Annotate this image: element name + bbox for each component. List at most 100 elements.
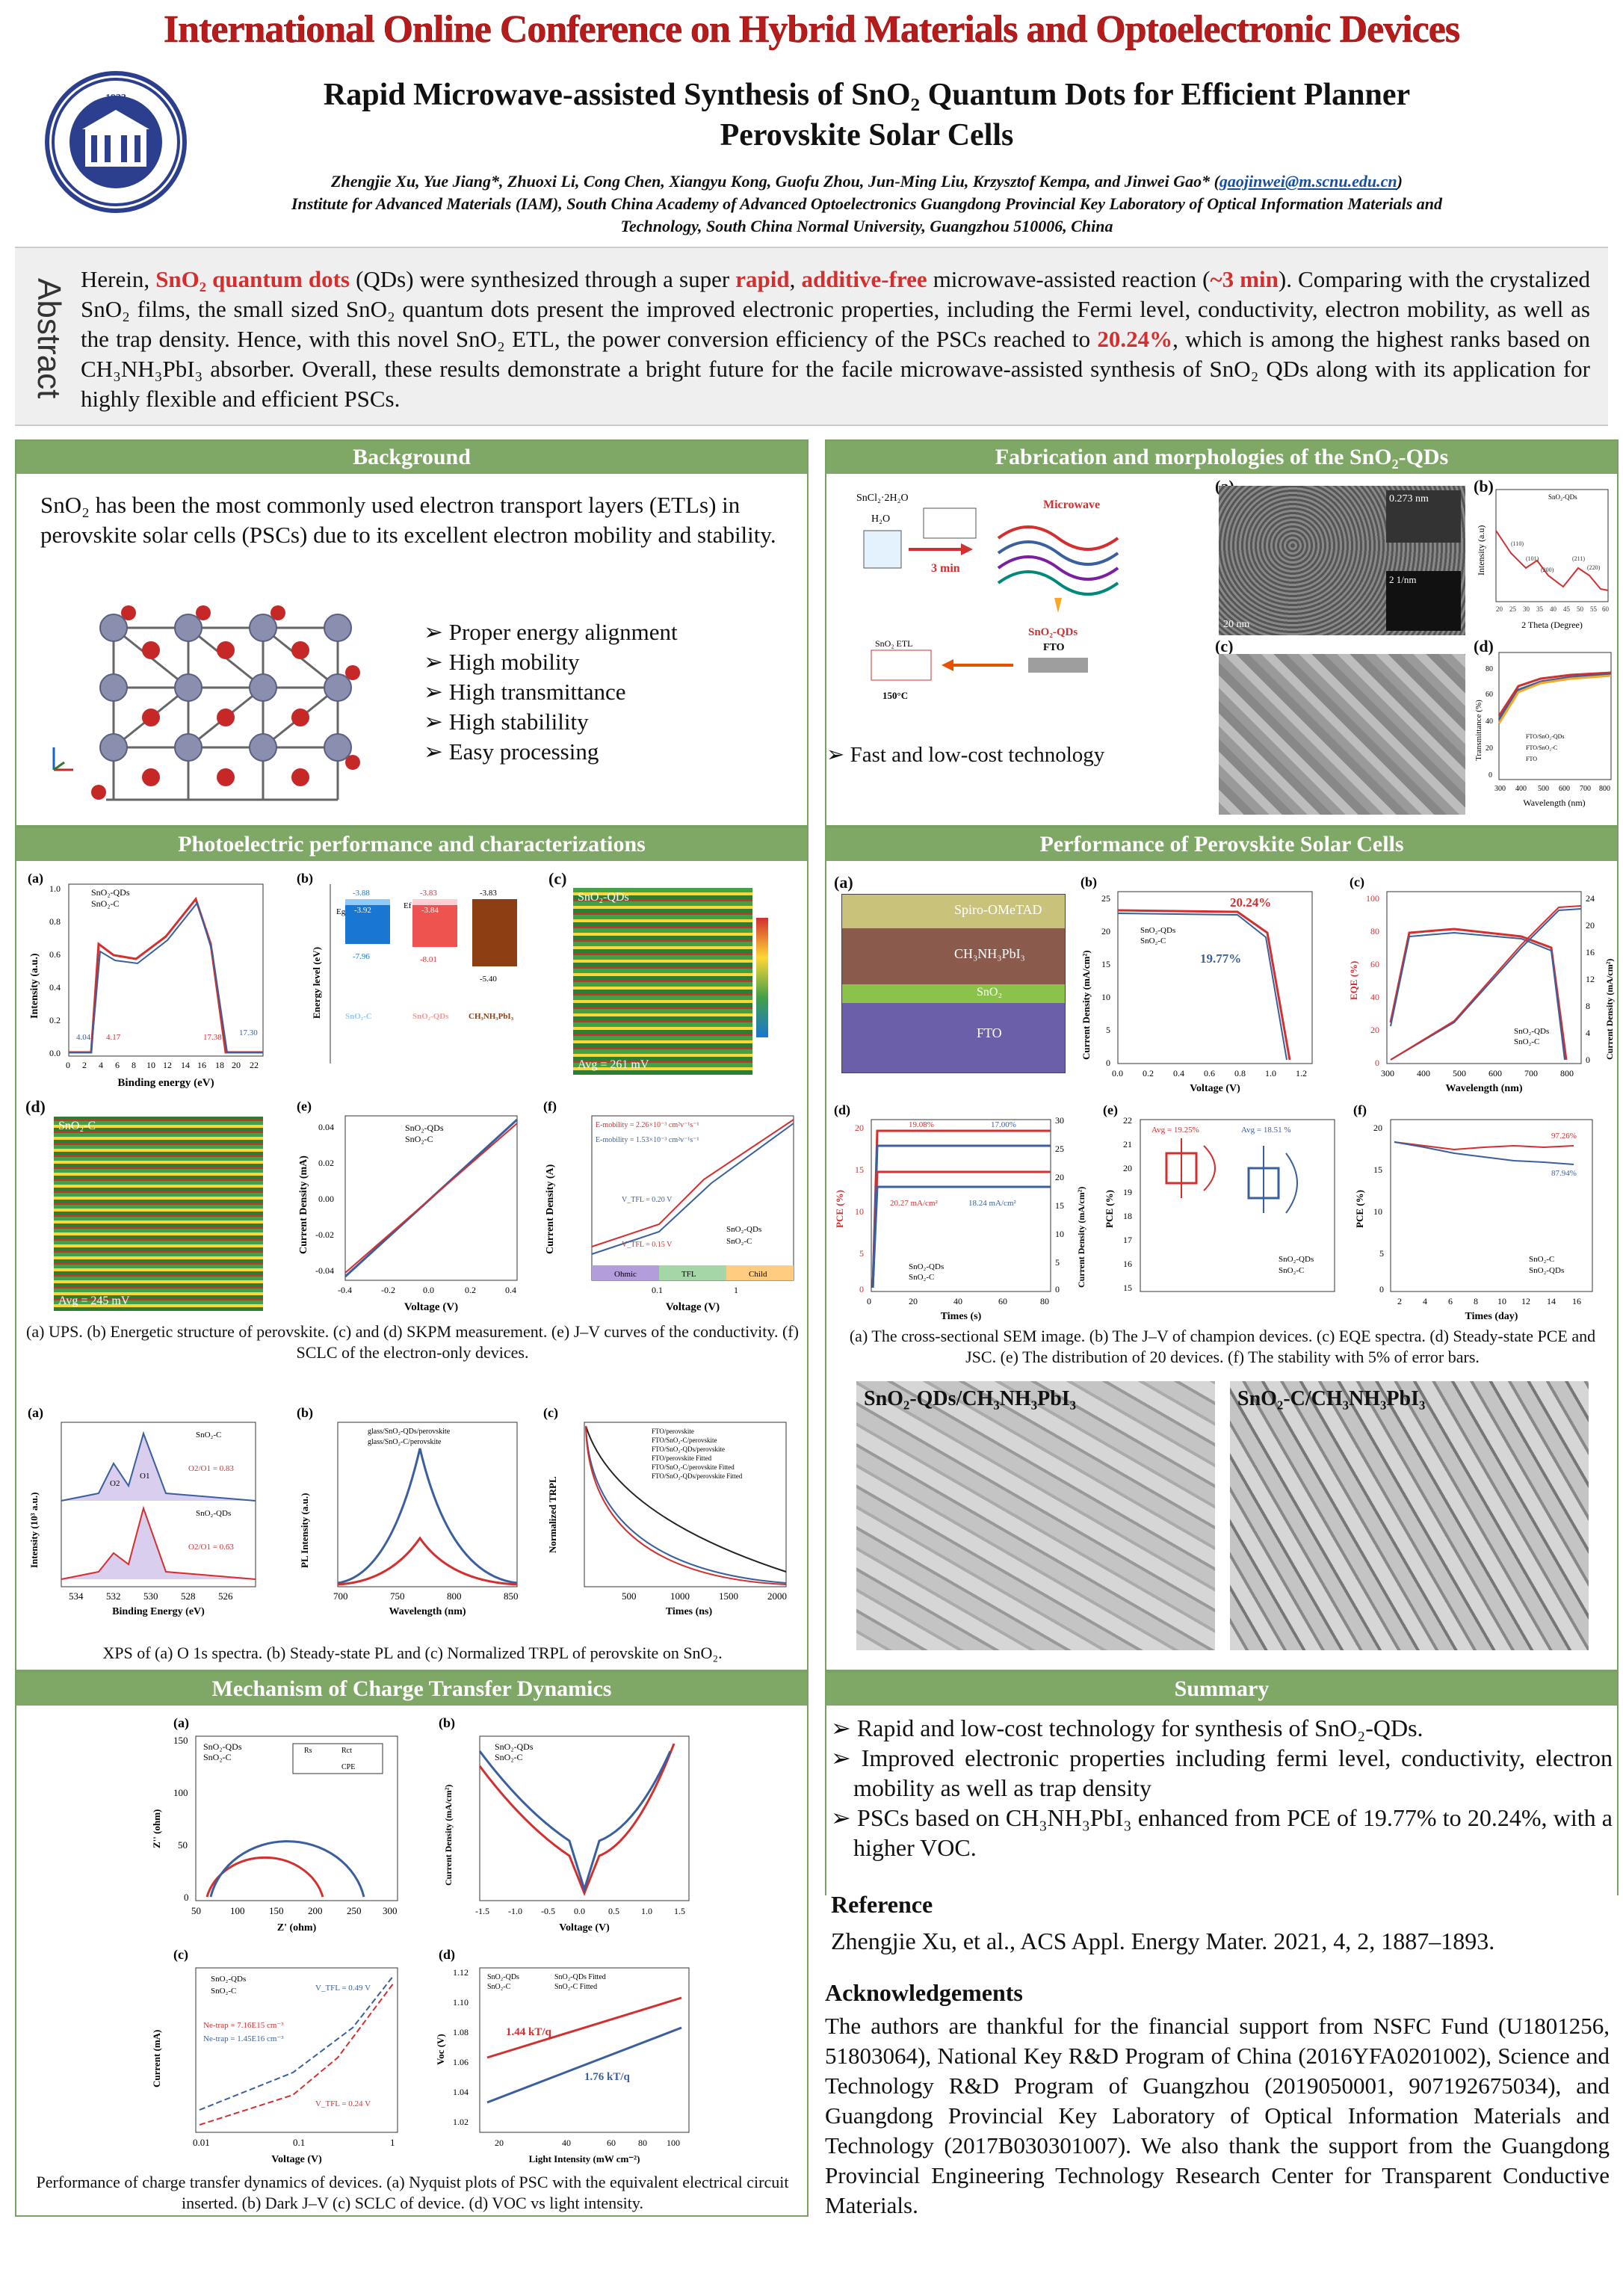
svg-text:10: 10 (146, 1060, 155, 1070)
svg-text:40: 40 (562, 2138, 571, 2148)
summary-list: ➢ Rapid and low-cost technology for synt… (831, 1713, 1613, 1863)
svg-text:0.2: 0.2 (49, 1015, 61, 1025)
svg-text:1.02: 1.02 (453, 2117, 469, 2127)
svg-text:V_TFL = 0.24 V: V_TFL = 0.24 V (315, 2099, 371, 2108)
svg-text:(b): (b) (297, 1405, 313, 1421)
svg-text:SnO₂-QDs: SnO₂-QDs (909, 1262, 944, 1271)
svg-text:10: 10 (1101, 992, 1110, 1002)
svg-text:Voltage (V): Voltage (V) (404, 1301, 458, 1313)
svg-text:60: 60 (607, 2138, 616, 2148)
steady-state-chart: (d) 19.08% 17.00% 20.27 mA/cm² 18.24 mA/cm²… (834, 1102, 1086, 1322)
svg-text:40: 40 (953, 1296, 962, 1306)
svg-text:18: 18 (1123, 1211, 1132, 1221)
svg-text:Ne-trap = 7.16E15 cm⁻³: Ne-trap = 7.16E15 cm⁻³ (203, 2021, 284, 2030)
abstract-box: Abstract Herein, SnO₂ quantum dots (QDs)… (15, 247, 1608, 426)
svg-text:Avg = 18.51 %: Avg = 18.51 % (1241, 1126, 1291, 1135)
svg-text:SnO₂-QDs: SnO₂-QDs (1140, 926, 1175, 935)
svg-text:0.2: 0.2 (465, 1285, 476, 1295)
svg-text:20: 20 (1370, 1025, 1379, 1035)
svg-text:0: 0 (184, 1892, 189, 1903)
svg-text:SnCl₂·2H₂O: SnCl₂·2H₂O (856, 493, 909, 504)
svg-text:0.0: 0.0 (574, 1906, 585, 1916)
svg-text:Wavelength (nm): Wavelength (nm) (1523, 797, 1585, 808)
summary-item: ➢ Rapid and low-cost technology for synt… (831, 1715, 1423, 1741)
svg-text:(200): (200) (1541, 567, 1554, 573)
xrd-chart: SnO₂-QDs 2 Theta (Degree) Intensity (a.u… (1476, 489, 1610, 630)
svg-text:400: 400 (1515, 785, 1527, 793)
svg-text:750: 750 (390, 1590, 405, 1602)
svg-text:(e): (e) (297, 1099, 312, 1114)
svg-text:Eg: Eg (336, 907, 346, 916)
svg-text:PL Intensity (a.u.): PL Intensity (a.u.) (299, 1493, 310, 1568)
ack-text: The authors are thankful for the financi… (825, 2013, 1610, 2218)
svg-text:15: 15 (1055, 1200, 1064, 1211)
svg-text:0: 0 (1375, 1058, 1379, 1068)
mechanism-heading: Mechanism of Charge Transfer Dynamics (16, 1673, 807, 1706)
svg-text:1000: 1000 (670, 1590, 690, 1602)
svg-text:SnO₂-C: SnO₂-C (1140, 936, 1166, 945)
svg-text:80: 80 (638, 2138, 647, 2148)
svg-text:400: 400 (1417, 1068, 1430, 1078)
affiliation-line-2: Technology, South China Normal Universit… (620, 217, 1113, 235)
svg-text:Times (s): Times (s) (941, 1311, 982, 1322)
svg-text:80: 80 (1040, 1296, 1049, 1306)
energy-level-diagram: (b) -3.88 -3.92 -7.96 -3.83 -3.84 -8.01 -3.8… (297, 871, 517, 1064)
psc-panel: Performance of Perovskite Solar Cells (a… (825, 827, 1619, 1671)
svg-text:800: 800 (1599, 785, 1610, 793)
svg-text:700: 700 (1524, 1068, 1538, 1078)
svg-text:20: 20 (1586, 920, 1595, 931)
svg-text:glass/SnO₂-QDs/perovskite: glass/SnO₂-QDs/perovskite (368, 1428, 451, 1436)
mechanism-caption: Performance of charge transfer dynamics … (36, 2173, 789, 2212)
svg-text:5: 5 (1055, 1257, 1060, 1268)
svg-text:-5.40: -5.40 (480, 975, 497, 984)
svg-text:12: 12 (1586, 974, 1595, 984)
svg-text:0.04: 0.04 (318, 1122, 334, 1132)
svg-text:1.0: 1.0 (49, 883, 61, 894)
svg-text:O1: O1 (140, 1472, 149, 1481)
svg-text:1.12: 1.12 (453, 1967, 469, 1978)
ack-block: Acknowledgements The authors are thankfu… (825, 1979, 1610, 2221)
svg-text:SnO₂-QDs: SnO₂-QDs (1028, 626, 1078, 638)
svg-text:-1.5: -1.5 (475, 1906, 489, 1916)
svg-text:SnO₂-C: SnO₂-C (726, 1237, 752, 1246)
svg-text:FTO: FTO (1043, 642, 1065, 653)
svg-text:87.94%: 87.94% (1551, 1169, 1577, 1178)
svg-text:SnO₂-C: SnO₂-C (91, 898, 120, 909)
fabrication-heading: Fabrication and morphologies of the SnO₂… (826, 441, 1617, 474)
svg-text:50: 50 (1577, 605, 1584, 613)
email-link[interactable]: gaojinwei@m.scnu.edu.cn (1219, 172, 1397, 191)
svg-text:8: 8 (1474, 1296, 1478, 1306)
svg-text:10: 10 (1497, 1296, 1506, 1306)
svg-text:14: 14 (181, 1060, 190, 1070)
svg-text:(101): (101) (1526, 555, 1539, 562)
synthesis-scheme: SnCl₂·2H₂O H₂O 3 min Microwave SnO₂-QDs … (856, 493, 1119, 701)
fabrication-bullet: ➢ Fast and low-cost technology (826, 743, 1105, 767)
svg-text:Ohmic: Ohmic (614, 1270, 637, 1279)
affiliation-line-1: Institute for Advanced Materials (IAM), … (291, 194, 1443, 213)
svg-text:0.4: 0.4 (505, 1285, 516, 1295)
svg-text:4: 4 (99, 1060, 103, 1070)
background-bullets: ➢ Proper energy alignment ➢ High mobilit… (424, 617, 678, 767)
svg-text:(d): (d) (834, 1102, 850, 1118)
svg-text:1500: 1500 (719, 1590, 738, 1602)
svg-text:60: 60 (1602, 605, 1610, 613)
svg-text:Current Density (A): Current Density (A) (545, 1164, 556, 1254)
svg-text:(c): (c) (543, 1405, 558, 1421)
svg-text:-7.96: -7.96 (353, 952, 370, 961)
sem-image-fto (1219, 654, 1465, 815)
svg-text:0: 0 (1379, 1284, 1384, 1294)
svg-text:SnO₂-QDs Fitted: SnO₂-QDs Fitted (554, 1973, 606, 1981)
svg-text:Voltage (V): Voltage (V) (559, 1922, 610, 1934)
svg-text:250: 250 (347, 1905, 362, 1916)
svg-text:-3.88: -3.88 (353, 889, 370, 898)
svg-text:V_TFL = 0.49 V: V_TFL = 0.49 V (315, 1984, 371, 1993)
title-line-2: Perovskite Solar Cells (720, 118, 1014, 152)
svg-text:50: 50 (178, 1839, 188, 1851)
svg-text:150: 150 (173, 1735, 188, 1746)
svg-text:0.0: 0.0 (49, 1048, 61, 1058)
svg-text:Binding Energy (eV): Binding Energy (eV) (112, 1606, 205, 1617)
svg-text:100: 100 (667, 2138, 680, 2148)
hrtem-inset: 0.273 nm (1386, 490, 1461, 543)
svg-text:5: 5 (1379, 1248, 1384, 1259)
